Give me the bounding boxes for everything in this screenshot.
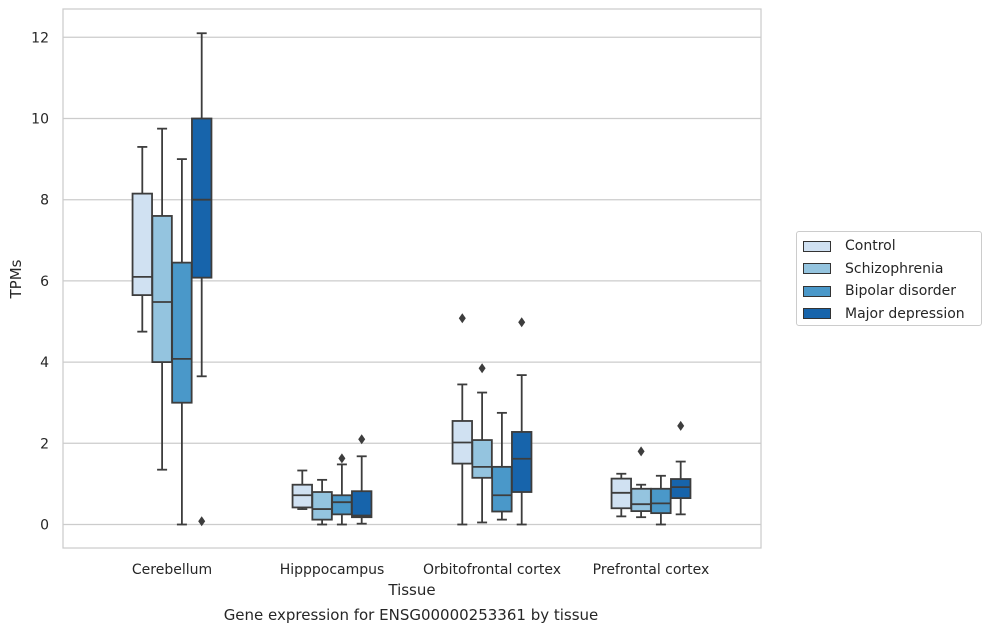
box-schizophrenia — [471, 363, 493, 524]
box-control — [131, 146, 153, 333]
box-iqr — [670, 478, 692, 500]
box-iqr — [491, 465, 513, 513]
legend-item-schizophrenia: Schizophrenia — [803, 258, 981, 281]
outlier-point — [478, 363, 486, 374]
box-schizophrenia — [630, 446, 652, 519]
x-tick-labels: Cerebellum Hipppocampus Orbitofrontal cort… — [132, 562, 709, 578]
legend-label: Bipolar disorder — [845, 283, 957, 300]
outlier-point — [637, 446, 645, 457]
legend-item-bipolar-disorder: Bipolar disorder — [803, 280, 981, 303]
x-tick-label: Cerebellum — [132, 562, 212, 578]
box-bipolar-disorder — [650, 474, 672, 526]
box-iqr — [131, 192, 153, 297]
legend-swatch-schizophrenia — [803, 263, 831, 275]
y-tick-label: 4 — [40, 355, 49, 371]
box-iqr — [511, 431, 533, 493]
box-control — [610, 472, 632, 518]
box-iqr — [171, 261, 193, 404]
x-tick-label: Prefrontal cortex — [593, 562, 710, 578]
legend-label: Control — [845, 238, 896, 255]
y-tick-label: 12 — [31, 30, 49, 46]
box-iqr — [311, 491, 333, 521]
box-control — [451, 313, 473, 526]
chart-caption: Gene expression for ENSG00000253361 by t… — [223, 606, 599, 624]
outlier-point — [198, 516, 206, 527]
plot-frame — [62, 8, 762, 549]
y-tick-label: 2 — [40, 436, 49, 452]
outlier-point — [677, 420, 685, 431]
y-tick-label: 6 — [40, 274, 49, 290]
y-tick-label: 8 — [40, 193, 49, 209]
box-schizophrenia — [151, 127, 173, 471]
y-axis-label: TPMs — [7, 259, 25, 299]
box-iqr — [351, 490, 373, 519]
legend-label: Schizophrenia — [845, 260, 944, 277]
box-schizophrenia — [311, 478, 333, 526]
x-axis-label: Tissue — [387, 581, 435, 599]
legend-label: Major depression — [845, 305, 965, 322]
legend-item-major-depression: Major depression — [803, 303, 981, 326]
outlier-point — [518, 317, 526, 328]
legend-swatch-bipolar-disorder — [803, 285, 831, 297]
legend-swatch-control — [803, 240, 831, 252]
box-bipolar-disorder — [171, 158, 193, 526]
box-bipolar-disorder — [491, 411, 513, 521]
box-control — [291, 469, 313, 510]
box-iqr — [471, 439, 493, 479]
outlier-point — [338, 453, 346, 464]
outlier-point — [458, 313, 466, 324]
box-major-depression — [511, 317, 533, 526]
box-iqr — [630, 487, 652, 513]
box-iqr — [191, 117, 213, 279]
outlier-point — [358, 434, 366, 445]
x-tick-label: Hipppocampus — [280, 562, 385, 578]
box-major-depression — [191, 32, 213, 527]
box-iqr — [151, 215, 173, 364]
y-tick-label: 0 — [40, 518, 49, 534]
y-tick-labels: 0 2 4 6 8 10 12 — [31, 30, 49, 533]
legend: Control Schizophrenia Bipolar disorder M… — [796, 231, 982, 326]
box-major-depression — [670, 420, 692, 516]
legend-item-control: Control — [803, 235, 981, 258]
legend-swatch-major-depression — [803, 308, 831, 320]
box-major-depression — [351, 434, 373, 525]
y-tick-label: 10 — [31, 112, 49, 128]
box-iqr — [331, 494, 353, 516]
boxes — [131, 32, 692, 527]
box-bipolar-disorder — [331, 453, 353, 526]
box-iqr — [650, 487, 672, 515]
x-tick-label: Orbitofrontal cortex — [423, 562, 561, 578]
